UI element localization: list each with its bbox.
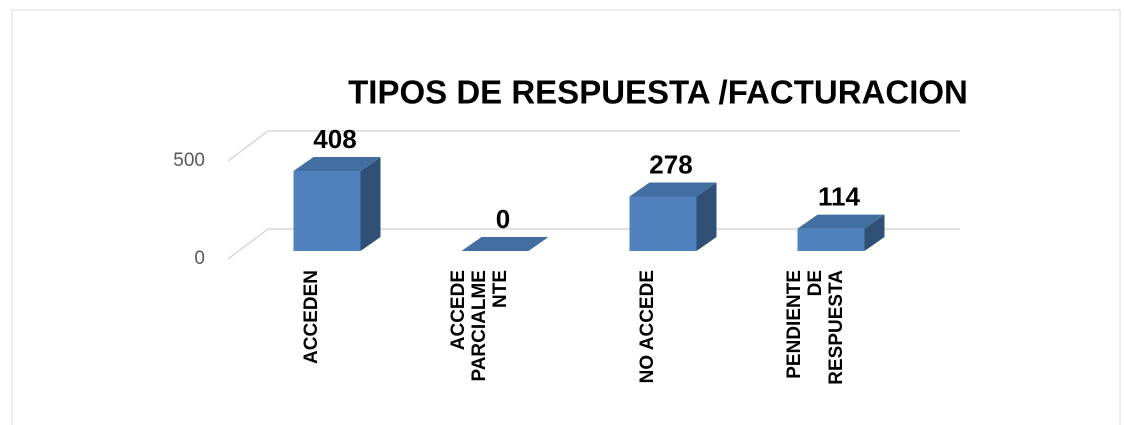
y-tick-label: 500 <box>173 150 205 171</box>
bar-front <box>629 196 697 251</box>
bar <box>797 214 885 251</box>
value-label: 278 <box>649 149 692 179</box>
chart-title: TIPOS DE RESPUESTA /FACTURACION <box>348 74 968 111</box>
x-tick-label: ACCEDEN <box>301 270 322 364</box>
bar-top <box>461 237 549 251</box>
bar <box>461 237 549 251</box>
bar-front <box>797 228 865 251</box>
x-tick-label: ACCEDEPARCIALMENTE <box>448 270 511 382</box>
x-tick-label: PENDIENTEDERESPUESTA <box>784 270 847 385</box>
value-label: 408 <box>313 124 356 154</box>
bar <box>293 157 381 251</box>
bar-top <box>293 157 381 172</box>
value-label: 114 <box>818 182 860 212</box>
chart-frame <box>11 9 1121 425</box>
grid-line <box>227 130 960 162</box>
bar-front <box>293 171 361 251</box>
bar-top <box>629 182 717 197</box>
value-label: 0 <box>496 204 510 234</box>
bar-side <box>360 157 381 251</box>
bar-side <box>864 214 885 251</box>
bar-top <box>797 214 885 229</box>
bar-side <box>696 182 717 251</box>
x-tick-label: NO ACCEDE <box>637 270 658 383</box>
bar <box>629 182 717 251</box>
grid-line <box>227 228 960 260</box>
y-tick-label: 0 <box>194 248 205 269</box>
